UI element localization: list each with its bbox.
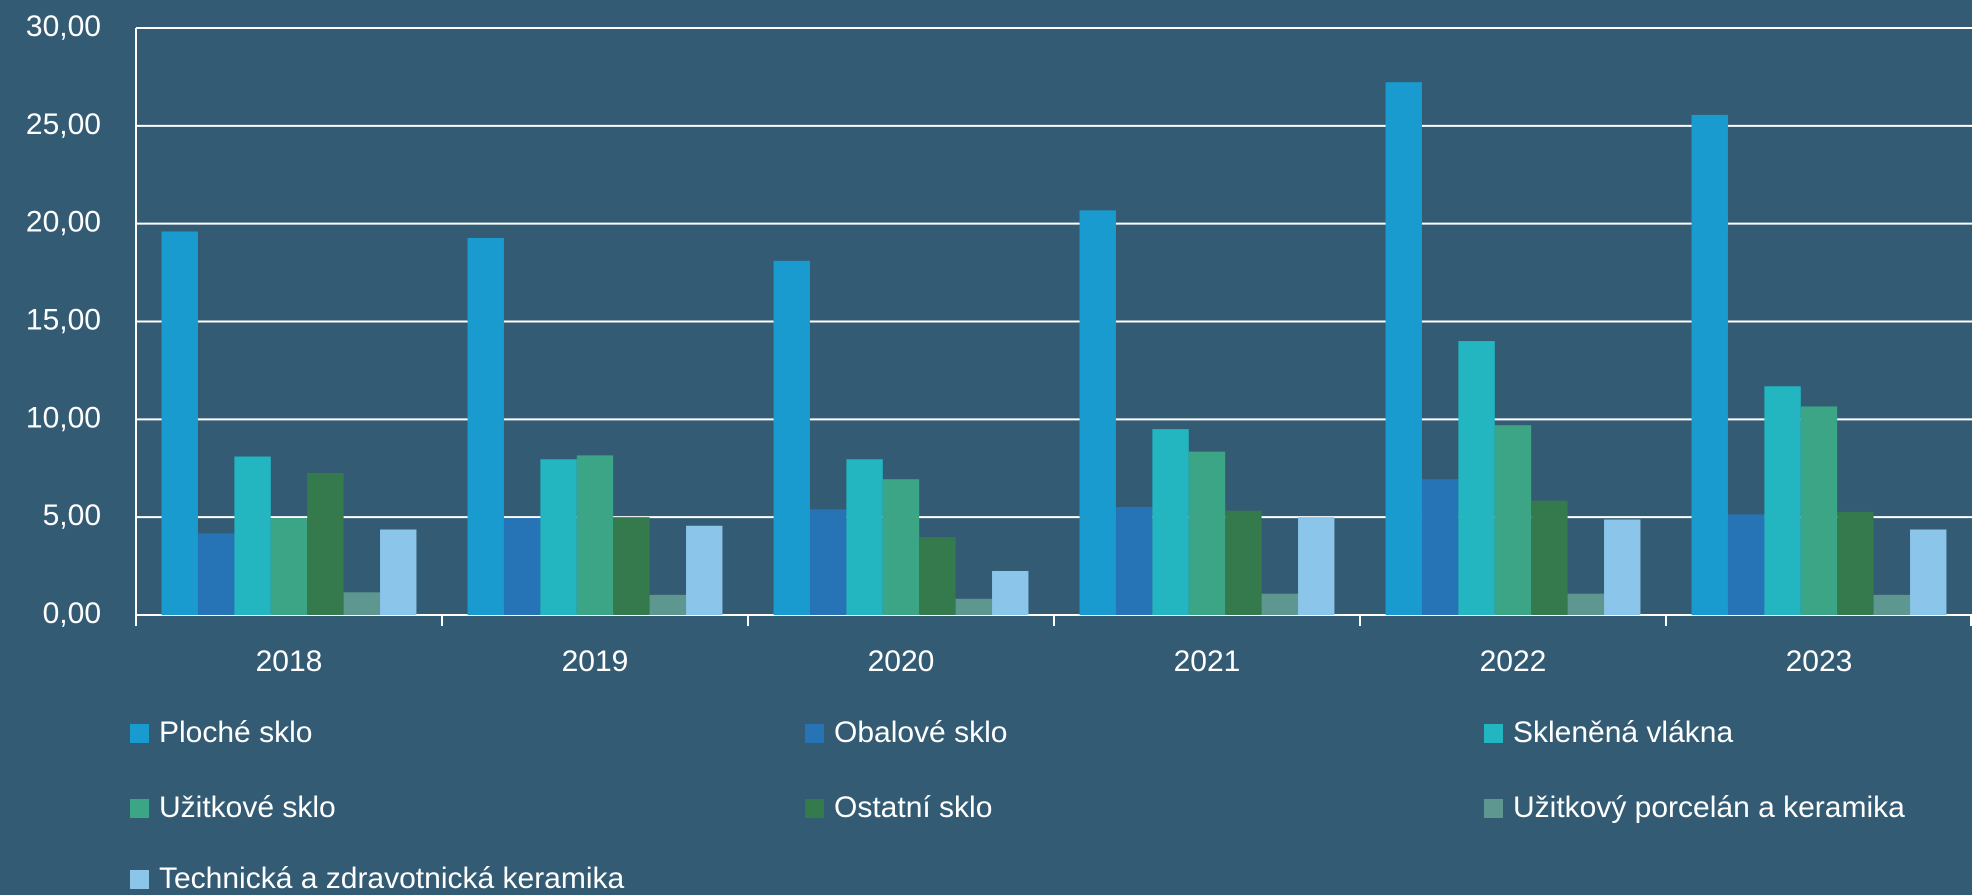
x-tick-label: 2020 [868,645,935,678]
bar [882,479,920,615]
legend-swatch [805,799,824,818]
bar [1604,519,1641,615]
bar [773,260,810,615]
legend-label: Ploché sklo [159,716,312,749]
bar [1531,500,1568,615]
bar [809,509,847,615]
legend-swatch [805,724,824,743]
bar [380,529,417,615]
legend-label: Ostatní sklo [834,791,992,824]
bar [1225,510,1262,615]
y-tick-label: 0,00 [43,597,101,630]
bar [1421,479,1459,615]
bar [343,592,381,615]
bar [234,456,271,615]
y-tick-label: 5,00 [43,499,101,532]
bar [503,518,541,615]
legend-swatch [1484,799,1503,818]
x-tick-label: 2021 [1174,645,1241,678]
legend-label: Skleněná vlákna [1513,716,1733,749]
bar [992,570,1029,615]
bar [846,459,883,615]
bar [467,237,504,616]
bar [1188,451,1226,615]
bar [1727,514,1765,615]
bar [919,537,956,615]
legend-label: Užitkový porcelán a keramika [1513,791,1905,824]
x-tick-label: 2023 [1786,645,1853,678]
bar [1261,593,1299,615]
x-tick-label: 2018 [256,645,323,678]
bar [1115,506,1153,615]
y-tick-label: 20,00 [26,206,101,239]
bar [1910,529,1947,615]
legend-swatch [1484,724,1503,743]
bar [1764,386,1801,615]
legend-swatch [130,870,149,889]
y-tick-label: 30,00 [26,10,101,43]
bar [307,472,344,615]
bar [955,598,993,615]
bar [1385,82,1422,616]
y-tick-label: 25,00 [26,108,101,141]
bar [161,231,198,615]
bar [1800,406,1838,615]
bar [197,533,235,615]
bar [613,517,650,615]
bar [1837,511,1874,615]
bar [1494,425,1532,615]
bar [540,459,577,615]
legend-label: Technická a zdravotnická keramika [159,862,625,895]
y-tick-label: 15,00 [26,303,101,336]
bar [270,518,308,615]
bar [1458,341,1495,615]
y-tick-label: 10,00 [26,401,101,434]
bar [1079,210,1116,615]
bar [1873,594,1911,615]
bar [649,594,687,615]
bar [1567,593,1605,615]
x-tick-label: 2022 [1480,645,1547,678]
legend-label: Užitkové sklo [159,791,336,824]
bar [1691,114,1728,615]
bar [1152,429,1189,615]
bar [576,455,614,615]
legend-swatch [130,724,149,743]
bar [686,525,723,615]
legend-label: Obalové sklo [834,716,1007,749]
legend-swatch [130,799,149,818]
x-tick-label: 2019 [562,645,629,678]
bar [1298,517,1335,615]
